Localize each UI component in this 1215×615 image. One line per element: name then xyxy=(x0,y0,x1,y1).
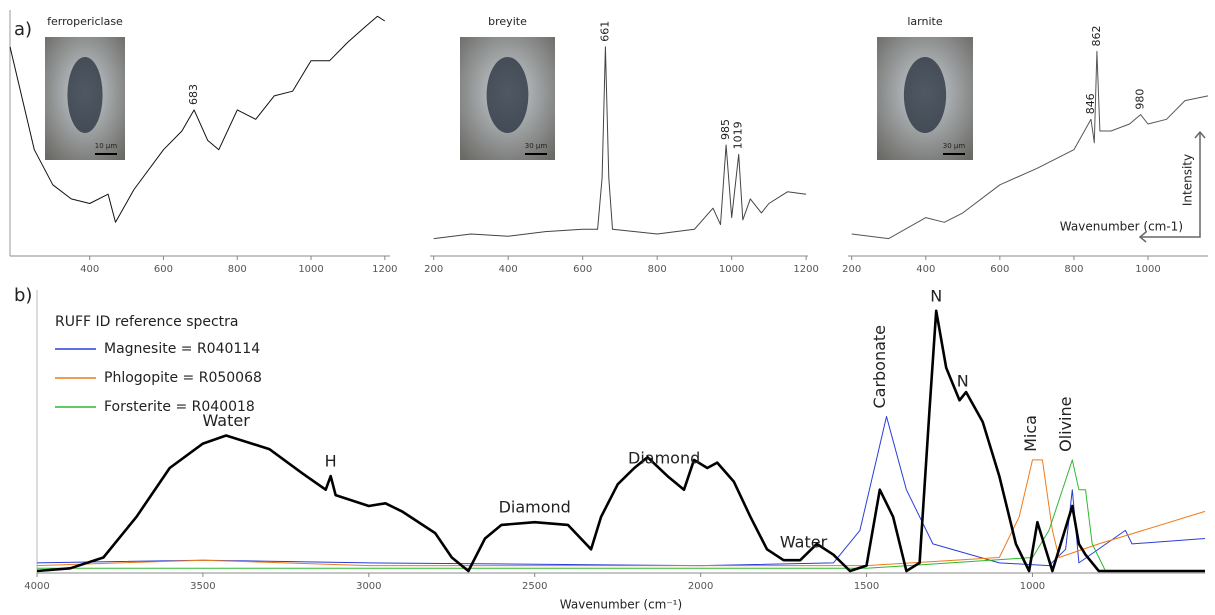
scale-bar-label: 30 μm xyxy=(943,142,966,150)
x-tick-label: 800 xyxy=(1064,264,1083,275)
legend-label: Magnesite = R040114 xyxy=(104,341,260,357)
sample-name: breyite xyxy=(488,15,527,28)
peak-annotation: Water xyxy=(780,532,828,551)
peak-label: 985 xyxy=(719,119,732,140)
legend-title: RUFF ID reference spectra xyxy=(55,314,239,330)
x-tick-label: 200 xyxy=(842,264,861,275)
x-tick-label: 1000 xyxy=(1135,264,1160,275)
peak-label: 661 xyxy=(598,21,611,42)
inclusion xyxy=(904,57,946,133)
peak-label: 683 xyxy=(187,84,200,105)
sample-name: ferropericlase xyxy=(47,15,123,28)
x-tick-label: 800 xyxy=(648,264,667,275)
peak-annotation: Mica xyxy=(1021,415,1040,452)
figure: a) b) 400 600 800 1000 1200 ferropericlase 10 … xyxy=(0,0,1215,615)
scale-bar-label: 30 μm xyxy=(525,142,548,150)
x-tick-label: 400 xyxy=(80,264,99,275)
x-tick-label: 2000 xyxy=(688,581,713,592)
x-axis-label: Wavenumber (cm-1) xyxy=(1060,220,1183,234)
peak-annotation: Carbonate xyxy=(870,325,889,409)
x-tick-label: 600 xyxy=(990,264,1009,275)
peak-label: 980 xyxy=(1134,89,1147,110)
x-tick-label: 1000 xyxy=(298,264,323,275)
peak-annotation: N xyxy=(957,372,969,391)
sample-name: larnite xyxy=(907,15,942,28)
x-tick-label: 1000 xyxy=(719,264,744,275)
peak-annotation: Olivine xyxy=(1056,396,1075,451)
peak-annotation: Diamond xyxy=(628,448,700,467)
x-tick-label: 400 xyxy=(916,264,935,275)
inclusion xyxy=(67,57,102,133)
scale-bar-label: 10 μm xyxy=(95,142,118,150)
x-tick-label: 400 xyxy=(499,264,518,275)
peak-label: 1019 xyxy=(732,121,745,149)
peak-label: 846 xyxy=(1084,93,1097,114)
legend-label: Phlogopite = R050068 xyxy=(104,370,262,386)
panel-label: a) xyxy=(14,19,32,40)
x-tick-label: 1000 xyxy=(1020,581,1045,592)
x-tick-label: 4000 xyxy=(24,581,49,592)
peak-annotation: H xyxy=(325,452,337,471)
x-axis-label: Wavenumber (cm⁻¹) xyxy=(560,598,682,612)
panel-label: b) xyxy=(14,285,32,306)
peak-annotation: N xyxy=(930,286,942,305)
x-tick-label: 600 xyxy=(573,264,592,275)
spectrum xyxy=(37,460,1205,566)
x-tick-label: 1200 xyxy=(793,264,818,275)
x-tick-label: 200 xyxy=(424,264,443,275)
x-tick-label: 600 xyxy=(154,264,173,275)
y-axis-label: Intensity xyxy=(1181,154,1195,206)
x-tick-label: 1200 xyxy=(372,264,397,275)
spectrum xyxy=(37,460,1205,571)
x-tick-label: 3500 xyxy=(190,581,215,592)
peak-annotation: Diamond xyxy=(499,498,571,517)
x-tick-label: 800 xyxy=(228,264,247,275)
peak-annotation: Water xyxy=(202,411,250,430)
x-tick-label: 2500 xyxy=(522,581,547,592)
inclusion xyxy=(487,57,529,133)
x-tick-label: 1500 xyxy=(854,581,879,592)
peak-label: 862 xyxy=(1090,25,1103,46)
x-tick-label: 3000 xyxy=(356,581,381,592)
